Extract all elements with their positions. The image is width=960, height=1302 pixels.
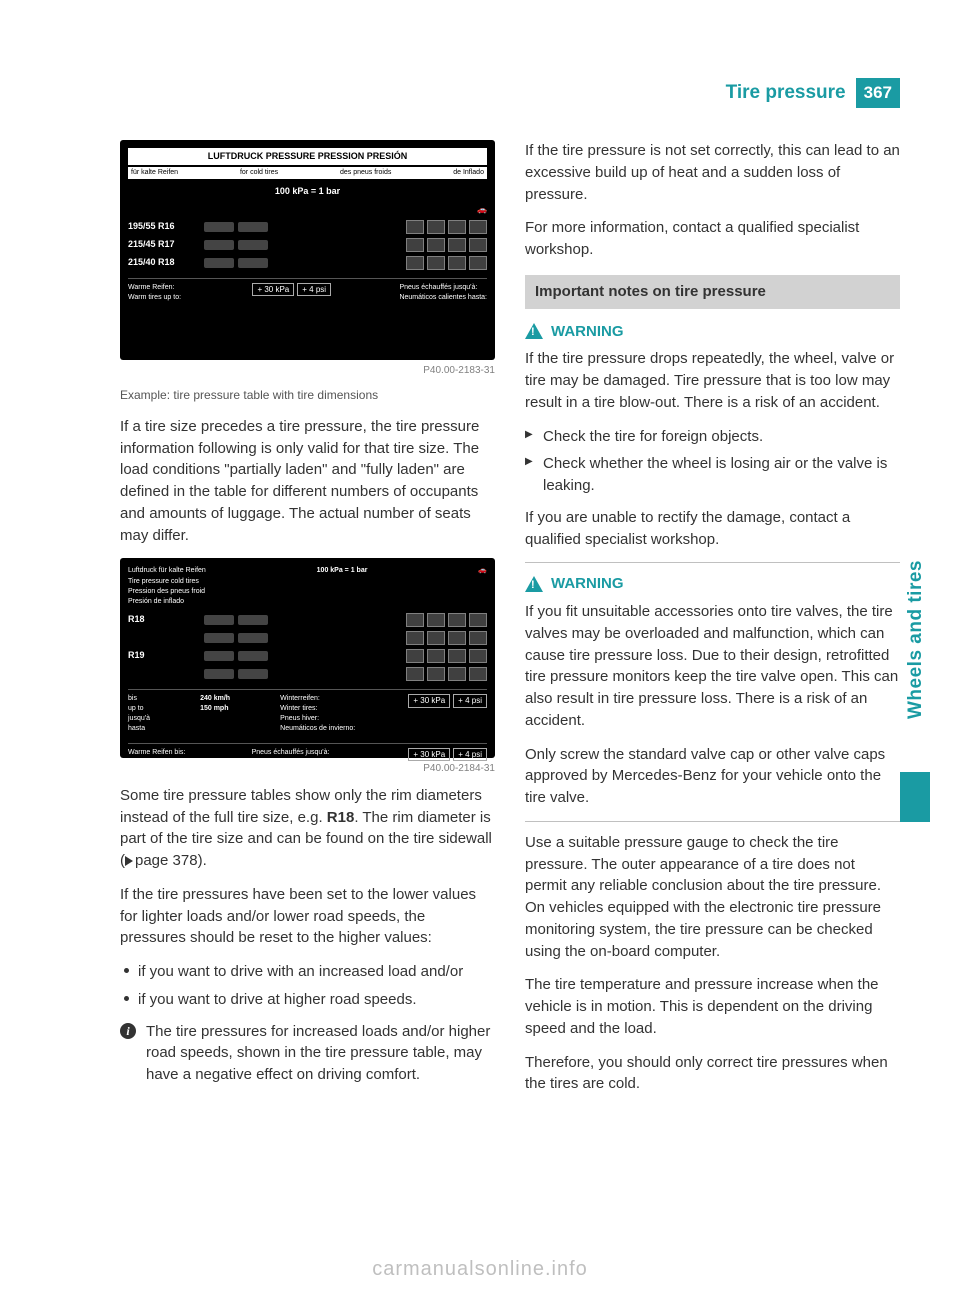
fig2-labels: Luftdruck für kalte Reifen Tire pressure…	[128, 566, 206, 607]
badge: + 30 kPa	[408, 748, 450, 762]
warning-label: WARNING	[551, 321, 624, 343]
badge: + 4 psi	[297, 283, 331, 297]
warning-icon	[525, 576, 543, 592]
figure1-sublabels: für kalte Reifen for cold tires des pneu…	[128, 167, 487, 179]
warning-label: WARNING	[551, 573, 624, 595]
figure2-row	[128, 631, 487, 645]
info-icon: i	[120, 1023, 136, 1039]
warm-tires-left: Warme Reifen: Warm tires up to:	[128, 283, 181, 303]
paragraph: Some tire pressure tables show only the …	[120, 785, 495, 872]
badge: + 30 kPa	[408, 694, 450, 708]
watermark: carmanualsonline.info	[0, 1255, 960, 1284]
tire-size: 215/40 R18	[128, 256, 198, 269]
bullet-list: if you want to drive with an increased l…	[120, 961, 495, 1011]
figure-tire-pressure-2: Luftdruck für kalte Reifen Tire pressure…	[120, 558, 495, 758]
car-icon: 🚗	[128, 204, 487, 216]
section-heading: Important notes on tire pressure	[525, 275, 900, 309]
sub-label: des pneus froids	[340, 168, 391, 178]
side-tab-block	[900, 772, 930, 822]
content-area: LUFTDRUCK PRESSURE PRESSION PRESIÓN für …	[120, 140, 900, 1107]
figure-tire-pressure-1: LUFTDRUCK PRESSURE PRESSION PRESIÓN für …	[120, 140, 495, 360]
badge: + 4 psi	[453, 694, 487, 708]
tire-size: 215/45 R17	[128, 238, 198, 251]
paragraph: For more information, contact a qualifie…	[525, 217, 900, 261]
figure1-bottom: Warme Reifen: Warm tires up to: + 30 kPa…	[128, 278, 487, 303]
warning-icon	[525, 323, 543, 339]
info-note: i The tire pressures for increased loads…	[120, 1021, 495, 1086]
car-icon: 🚗	[478, 566, 487, 607]
list-item: if you want to drive at higher road spee…	[120, 989, 495, 1011]
paragraph: If a tire size precedes a tire pressure,…	[120, 416, 495, 547]
figure2-top: Luftdruck für kalte Reifen Tire pressure…	[128, 566, 487, 607]
sub-label: de Inflado	[453, 168, 484, 178]
paragraph: Therefore, you should only correct tire …	[525, 1052, 900, 1096]
figure1-row: 195/55 R16	[128, 220, 487, 234]
figure2-row: R18	[128, 613, 487, 627]
page-header: Tire pressure 367	[726, 78, 900, 108]
separator	[525, 562, 900, 563]
figure1-row: 215/45 R17	[128, 238, 487, 252]
left-column: LUFTDRUCK PRESSURE PRESSION PRESIÓN für …	[120, 140, 495, 1107]
winter-block: Winterreifen: Winter tires: Pneus hiver:…	[280, 694, 355, 735]
sub-label: für kalte Reifen	[131, 168, 178, 178]
separator	[525, 821, 900, 822]
figure1-header: LUFTDRUCK PRESSURE PRESSION PRESIÓN	[128, 148, 487, 165]
info-text: The tire pressures for increased loads a…	[146, 1021, 495, 1086]
crossref-icon	[125, 856, 133, 866]
paragraph: Use a suitable pressure gauge to check t…	[525, 832, 900, 963]
side-tab-label: Wheels and tires	[902, 560, 930, 719]
figure2-bottom: bis up to jusqu'à hasta 240 km/h 150 mph…	[128, 689, 487, 735]
paragraph: If the tire pressure drops repeatedly, t…	[525, 348, 900, 413]
paragraph: If you fit unsuitable accessories onto t…	[525, 601, 900, 732]
paragraph: If the tire pressure is not set correctl…	[525, 140, 900, 205]
paragraph: If the tire pressures have been set to t…	[120, 884, 495, 949]
header-title: Tire pressure	[726, 78, 856, 108]
warm-block2: Pneus échauffés jusqu'à: Neumáticos cali…	[252, 748, 340, 768]
right-column: If the tire pressure is not set correctl…	[525, 140, 900, 1107]
warning-heading: WARNING	[525, 573, 900, 595]
figure1-caption: Example: tire pressure table with tire d…	[120, 387, 495, 404]
figure2-bottom2: Warme Reifen bis: Warm tires up to: Pneu…	[128, 743, 487, 768]
speed-vals: 240 km/h 150 mph	[200, 694, 230, 735]
badge: + 4 psi	[453, 748, 487, 762]
figure1-note: 100 kPa = 1 bar	[128, 185, 487, 198]
fig2-note: 100 kPa = 1 bar	[317, 566, 368, 607]
paragraph: Only screw the standard valve cap or oth…	[525, 744, 900, 809]
list-item: if you want to drive with an increased l…	[120, 961, 495, 983]
action-list: Check the tire for foreign objects. Chec…	[525, 426, 900, 497]
badge: + 30 kPa	[252, 283, 294, 297]
tire-size: 195/55 R16	[128, 220, 198, 233]
figure1-pcode: P40.00-2183-31	[120, 364, 495, 379]
list-item: Check whether the wheel is losing air or…	[525, 453, 900, 497]
warm-block: Warme Reifen bis: Warm tires up to:	[128, 748, 185, 768]
paragraph: The tire temperature and pressure increa…	[525, 974, 900, 1039]
tire-size: R18	[128, 613, 198, 626]
list-item: Check the tire for foreign objects.	[525, 426, 900, 448]
speed-block: bis up to jusqu'à hasta	[128, 694, 150, 735]
page-number: 367	[856, 78, 900, 108]
tire-size: R19	[128, 649, 198, 662]
sub-label: for cold tires	[240, 168, 278, 178]
figure2-row	[128, 667, 487, 681]
warm-tires-right: Pneus échauffés jusqu'à: Neumáticos cali…	[399, 283, 487, 303]
paragraph: If you are unable to rectify the damage,…	[525, 507, 900, 551]
warning-heading: WARNING	[525, 321, 900, 343]
figure2-row: R19	[128, 649, 487, 663]
figure1-row: 215/40 R18	[128, 256, 487, 270]
